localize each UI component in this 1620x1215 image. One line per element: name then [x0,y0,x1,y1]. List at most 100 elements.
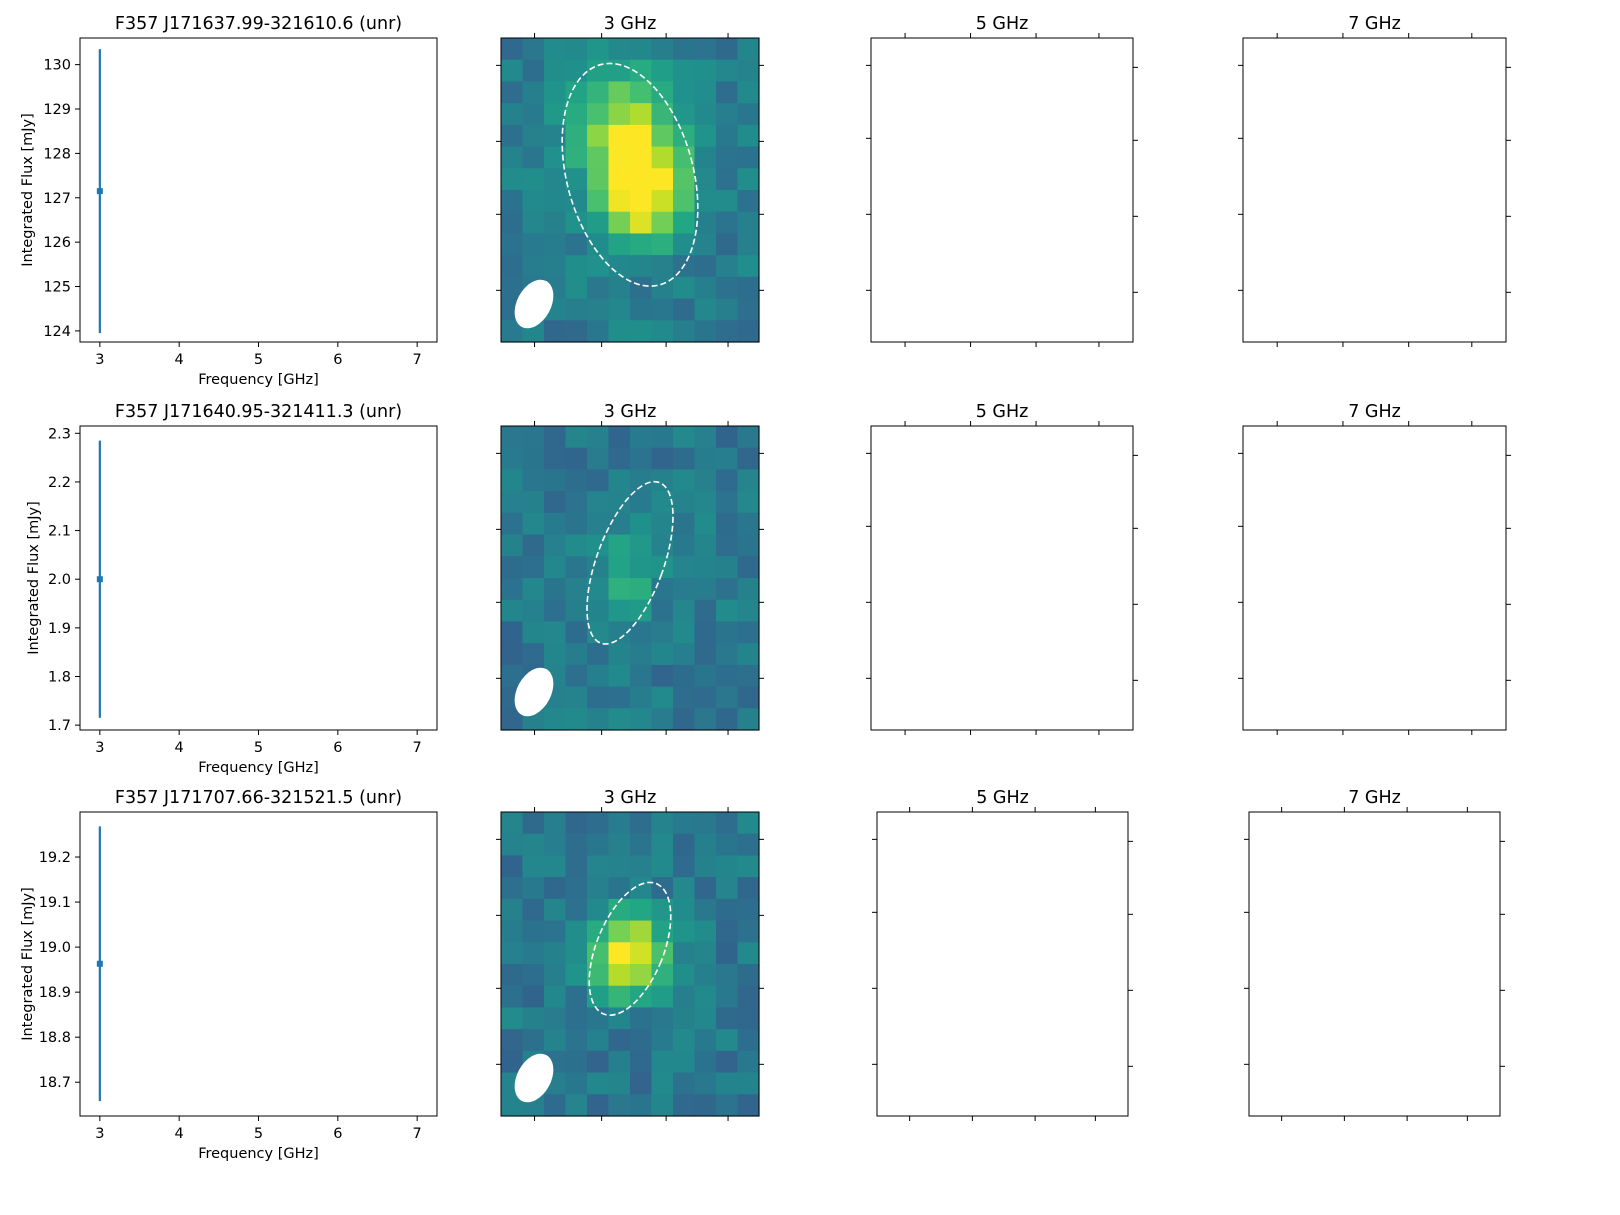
pixel [651,168,674,191]
x-axis-label: Frequency [GHz] [198,1146,319,1162]
pixel [694,320,717,343]
pixel [522,512,545,536]
pixel [651,812,674,835]
cutout-3ghz: 3 GHz [496,788,764,1121]
pixel [608,556,631,579]
pixel [694,1007,717,1030]
panel-row-1: F357 J171637.99-321610.6 (unr) 3 4 5 6 7 124 12… [20,14,1511,388]
pixel [544,59,567,83]
pixel [544,942,567,965]
cutout-title: 5 GHz [976,402,1029,422]
pixel [522,255,545,278]
pixel [544,255,567,278]
pixel [501,664,524,688]
y-tick-label: 1.8 [48,669,71,685]
pixel [565,124,588,148]
pixel [716,1007,739,1030]
source-ellipse [561,62,699,287]
pixel [608,643,631,666]
cutout-title: 3 GHz [604,402,657,422]
pixel [716,855,739,878]
pixel [544,233,567,256]
pixel [737,599,760,623]
panel-row-2: F357 J171640.95-321411.3 (unr) 3 4 5 6 7 1.7 1.… [26,402,1511,776]
cutout-5ghz: 5 GHz [866,402,1138,735]
pixel [694,190,717,213]
pixel [522,1007,545,1030]
x-tick-label: 7 [413,740,422,756]
pixel [673,599,696,623]
pixel [565,1072,588,1095]
pixel [565,168,588,191]
pixel [716,168,739,191]
pixel [587,168,610,191]
pixel [501,534,524,557]
pixel [544,491,567,514]
pixel [522,211,545,235]
pixel [694,942,717,965]
pixel [587,320,610,343]
pixel [501,942,524,965]
pixel [630,942,653,965]
pixel [544,898,567,922]
pixel [716,512,739,536]
pixel [630,211,653,235]
pixel [608,621,631,644]
cutout-5ghz: 5 GHz [866,14,1138,347]
pixel [501,320,524,343]
pixel [694,298,717,321]
pixel [673,534,696,557]
pixel [565,534,588,557]
pixel [694,964,717,987]
pixel [716,1050,739,1074]
x-tick-label: 4 [175,352,184,368]
pixel [522,38,545,61]
pixel [565,578,588,601]
pixel [501,81,524,104]
pixel [608,1029,631,1052]
plot-frame [79,811,438,1117]
pixel [565,211,588,235]
pixel [737,298,760,321]
pixel [630,556,653,579]
pixel [673,898,696,922]
pixel [737,103,760,126]
pixel [587,146,610,169]
pixel [673,708,696,731]
pixel [651,426,674,449]
pixel [673,1072,696,1095]
pixel [522,426,545,449]
pixel [587,124,610,148]
pixel [651,643,674,666]
pixel [673,469,696,492]
pixel [587,855,610,878]
pixel [630,534,653,557]
pixel [608,298,631,321]
y-tick-label: 124 [43,324,71,340]
pixel [630,103,653,126]
pixel [694,1094,717,1117]
pixel [501,1094,524,1117]
pixel [587,556,610,579]
pixel [651,942,674,965]
pixel [608,855,631,878]
x-tick-label: 5 [254,1126,263,1142]
pixel [716,298,739,321]
empty-frame [870,37,1134,343]
source-ellipse [586,480,674,645]
pixel [565,512,588,536]
cutout-title: 5 GHz [976,788,1029,808]
pixel [587,1029,610,1052]
pixel [737,812,760,835]
pixel [737,38,760,61]
pixel [565,556,588,579]
pixel [694,38,717,61]
pixel [673,1029,696,1052]
x-axis-label: Frequency [GHz] [198,760,319,776]
pixel [694,168,717,191]
pixel [651,985,674,1009]
pixel [522,898,545,922]
pixel [673,578,696,601]
pixel [716,942,739,965]
chart-title: F357 J171637.99-321610.6 (unr) [115,14,402,34]
